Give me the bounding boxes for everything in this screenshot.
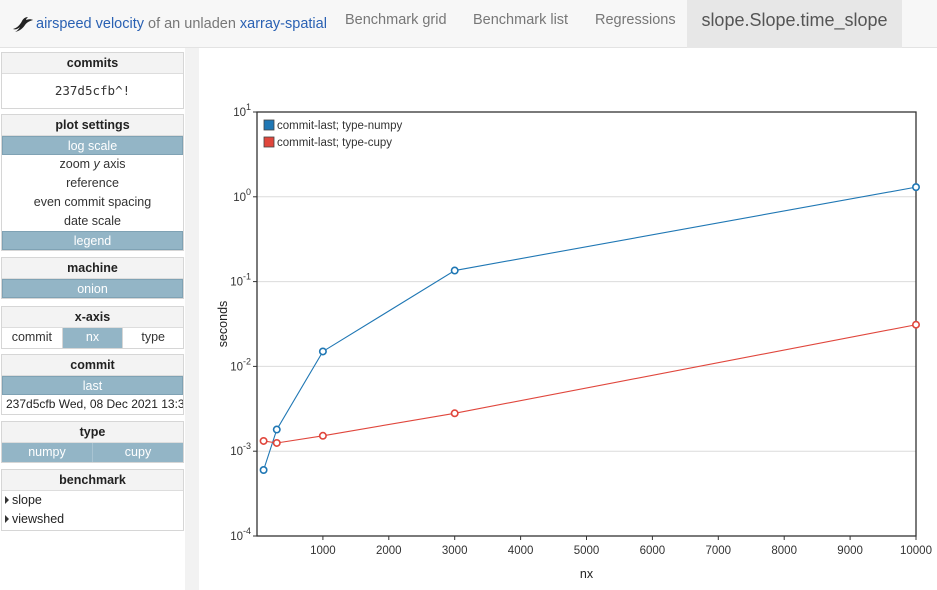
type-options: numpy cupy	[2, 443, 183, 462]
x-axis-commit-button[interactable]: commit	[2, 328, 63, 348]
x-axis-label: nx	[580, 567, 594, 581]
nav-regressions[interactable]: Regressions	[595, 12, 676, 28]
date-scale-toggle[interactable]: date scale	[64, 214, 121, 228]
commit-last-button[interactable]: last	[2, 376, 183, 395]
x-tick-label: 10000	[900, 545, 932, 557]
type-cupy-button[interactable]: cupy	[92, 443, 183, 462]
benchmark-tree-item-viewshed[interactable]: viewshed	[2, 510, 183, 529]
machine-title: machine	[2, 258, 183, 279]
benchmark-viewshed-label: viewshed	[12, 512, 65, 526]
commit-title: commit	[2, 355, 183, 376]
zoom-y-axis-toggle[interactable]: zoom y axis	[2, 155, 183, 174]
data-point	[272, 438, 281, 447]
x-tick-label: 5000	[574, 545, 600, 557]
x-axis-panel: x-axis commit nx type	[1, 306, 184, 349]
y-tick-label: 10-2	[230, 356, 251, 373]
plot-frame	[256, 111, 917, 537]
plot-settings-title: plot settings	[2, 115, 183, 136]
x-tick-label: 6000	[640, 545, 666, 557]
data-point	[259, 466, 268, 475]
legend-swatch	[263, 136, 275, 148]
legend-toggle[interactable]: legend	[2, 231, 183, 250]
expand-arrow-icon	[5, 496, 9, 504]
expand-arrow-icon	[5, 515, 9, 523]
x-tick-label: 2000	[376, 545, 402, 557]
x-tick-label: 4000	[508, 545, 534, 557]
x-axis-nx-button[interactable]: nx	[62, 328, 124, 348]
data-point	[318, 347, 327, 356]
nav-benchmark-grid[interactable]: Benchmark grid	[345, 12, 447, 28]
data-point	[911, 183, 920, 192]
commits-title: commits	[2, 53, 183, 74]
commits-panel: commits 237d5cfb^!	[1, 52, 184, 109]
x-tick-label: 8000	[771, 545, 797, 557]
benchmark-panel: benchmark slope viewshed	[1, 469, 184, 531]
series-line-cupy	[263, 324, 917, 444]
x-tick-label: 1000	[310, 545, 336, 557]
legend-label: commit-last; type-numpy	[277, 120, 403, 132]
type-numpy-button[interactable]: numpy	[2, 443, 92, 462]
y-tick-label: 10-3	[230, 441, 251, 458]
navbar: airspeed velocity of an unladen xarray-s…	[0, 0, 937, 48]
data-point	[911, 320, 920, 329]
data-point	[450, 266, 459, 275]
legend-swatch	[263, 119, 275, 131]
brand-connector: of an unladen	[148, 16, 236, 32]
data-point	[318, 431, 327, 440]
commit-panel: commit last 237d5cfb Wed, 08 Dec 2021 13…	[1, 354, 184, 415]
nav-current-benchmark[interactable]: slope.Slope.time_slope	[687, 0, 902, 48]
machine-panel: machine onion	[1, 257, 184, 299]
y-tick-label: 101	[233, 102, 251, 119]
y-tick-label: 10-4	[230, 526, 251, 543]
y-tick-label: 10-1	[230, 272, 251, 289]
brand[interactable]: airspeed velocity of an unladen xarray-s…	[12, 0, 327, 48]
data-point	[450, 409, 459, 418]
series-line-numpy	[263, 186, 917, 471]
commits-input[interactable]: 237d5cfb^!	[54, 83, 131, 98]
benchmark-slope-label: slope	[12, 493, 42, 507]
nav-benchmark-list[interactable]: Benchmark list	[473, 12, 569, 28]
reference-toggle[interactable]: reference	[66, 176, 119, 190]
brand-project-link[interactable]: xarray-spatial	[239, 16, 327, 32]
machine-onion-button[interactable]: onion	[2, 279, 183, 298]
x-tick-label: 7000	[706, 545, 732, 557]
brand-asv-link[interactable]: airspeed velocity	[36, 16, 144, 32]
y-tick-label: 100	[233, 187, 251, 204]
data-point	[259, 436, 268, 445]
x-axis-title: x-axis	[2, 307, 183, 328]
x-axis-type-button[interactable]: type	[141, 330, 165, 344]
log-scale-toggle[interactable]: log scale	[2, 136, 183, 155]
zoom-y-axis-label: zoom y axis	[59, 157, 126, 171]
sidebar-gutter	[185, 48, 199, 590]
x-axis-options: commit nx type	[2, 328, 183, 348]
benchmark-chart[interactable]: 1000 2000 3000 4000 5000 6000 7000 8000 9000 1000…	[199, 48, 937, 590]
benchmark-tree-item-slope[interactable]: slope	[2, 491, 183, 510]
type-title: type	[2, 422, 183, 443]
data-point	[272, 425, 281, 434]
commit-info: 237d5cfb Wed, 08 Dec 2021 13:3	[6, 397, 183, 411]
x-tick-label: 3000	[442, 545, 468, 557]
y-axis-label: seconds	[216, 301, 230, 348]
legend-label: commit-last; type-cupy	[277, 137, 392, 149]
x-tick-label: 9000	[837, 545, 863, 557]
type-panel: type numpy cupy	[1, 421, 184, 463]
swallow-logo-icon	[13, 17, 33, 32]
plot-settings-panel: plot settings log scale zoom y axis refe…	[1, 114, 184, 251]
even-commit-spacing-toggle[interactable]: even commit spacing	[33, 195, 152, 209]
benchmark-title: benchmark	[2, 470, 183, 491]
plot-area[interactable]: 1000 2000 3000 4000 5000 6000 7000 8000 9000 1000…	[199, 48, 937, 590]
